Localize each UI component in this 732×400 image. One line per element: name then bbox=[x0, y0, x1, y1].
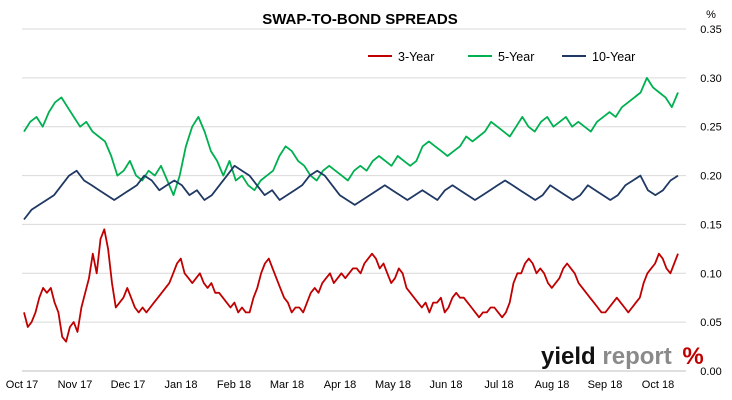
x-tick-label: Jul 18 bbox=[484, 379, 513, 391]
legend-label-10-year: 10-Year bbox=[592, 50, 635, 64]
y-unit-label: % bbox=[706, 9, 716, 21]
x-tick-label: Nov 17 bbox=[58, 379, 93, 391]
y-tick-labels: 0.00 0.05 0.10 0.15 0.20 0.25 0.30 0.35 bbox=[700, 24, 721, 378]
series-line-5-year bbox=[23, 77, 679, 196]
x-tick-label: May 18 bbox=[375, 379, 411, 391]
series-line-3-year bbox=[23, 228, 679, 343]
x-tick-label: Dec 17 bbox=[111, 379, 146, 391]
legend: 3-Year 5-Year 10-Year bbox=[368, 50, 635, 64]
x-tick-label: Jun 18 bbox=[429, 379, 462, 391]
y-tick-label: 0.10 bbox=[700, 268, 721, 280]
x-tick-label: Sep 18 bbox=[588, 379, 623, 391]
chart-title: SWAP-TO-BOND SPREADS bbox=[262, 11, 458, 28]
svg-text:yield report %: yield report % bbox=[541, 343, 704, 370]
y-tick-label: 0.15 bbox=[700, 219, 721, 231]
x-tick-label: Jan 18 bbox=[164, 379, 197, 391]
x-tick-label: Oct 18 bbox=[642, 379, 674, 391]
x-tick-label: Apr 18 bbox=[324, 379, 356, 391]
logo-yield-text: yield bbox=[541, 343, 596, 370]
y-tick-label: 0.20 bbox=[700, 171, 721, 183]
x-tick-label: Aug 18 bbox=[535, 379, 570, 391]
logo-percent-mark: % bbox=[682, 343, 703, 370]
x-tick-label: Oct 17 bbox=[6, 379, 38, 391]
y-tick-label: 0.05 bbox=[700, 317, 721, 329]
x-tick-label: Feb 18 bbox=[217, 379, 251, 391]
series-lines bbox=[23, 77, 679, 343]
series-line-10-year bbox=[23, 164, 679, 221]
x-tick-label: Mar 18 bbox=[270, 379, 304, 391]
y-tick-label: 0.00 bbox=[700, 366, 721, 378]
y-tick-label: 0.35 bbox=[700, 24, 721, 36]
y-tick-label: 0.25 bbox=[700, 122, 721, 134]
yieldreport-logo: yield report % bbox=[541, 343, 704, 370]
y-tick-label: 0.30 bbox=[700, 73, 721, 85]
legend-label-5-year: 5-Year bbox=[498, 50, 534, 64]
y-gridlines bbox=[22, 28, 686, 372]
x-tick-labels: Oct 17 Nov 17 Dec 17 Jan 18 Feb 18 Mar 18 Apr … bbox=[6, 379, 674, 391]
legend-label-3-year: 3-Year bbox=[398, 50, 434, 64]
logo-report-text: report bbox=[602, 343, 671, 370]
